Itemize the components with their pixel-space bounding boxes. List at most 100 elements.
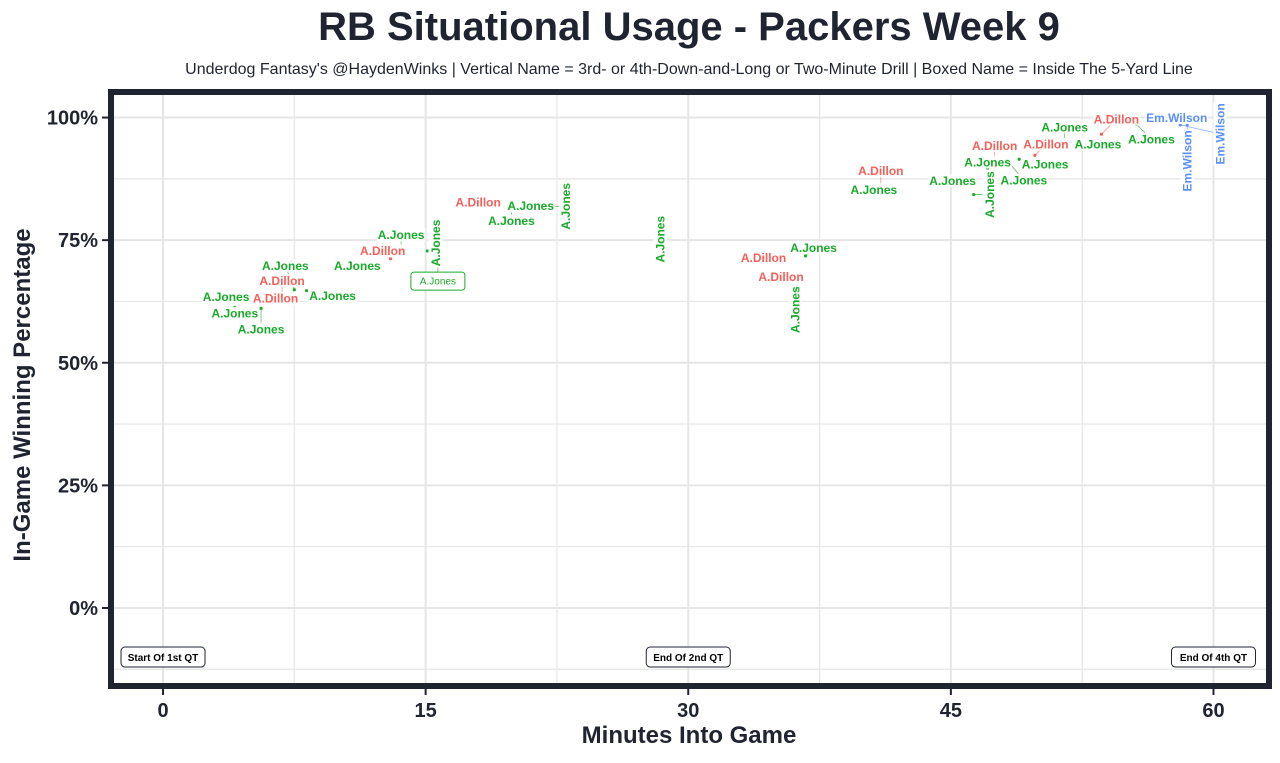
point-label: A.Jones <box>790 241 837 255</box>
point-label: A.Jones <box>1128 133 1175 147</box>
annotation-label: End Of 4th QT <box>1180 653 1247 664</box>
label-backdrop <box>970 139 1019 153</box>
annotation-box <box>1170 646 1256 668</box>
label-backdrop <box>857 164 905 178</box>
point-label: A.Jones <box>964 155 1011 169</box>
point-label: A.Dillon <box>972 139 1017 153</box>
point-label: A.Jones <box>1041 120 1088 134</box>
point-label: A.Jones <box>262 259 309 273</box>
vertical-point-label: Em.Wilson <box>1214 103 1228 164</box>
point-label: A.Jones <box>1075 137 1122 151</box>
label-backdrop <box>928 174 977 188</box>
point-label: A.Jones <box>488 214 535 228</box>
label-backdrop <box>454 195 502 209</box>
vertical-point-label: A.Jones <box>789 286 803 333</box>
grid <box>114 95 1266 683</box>
x-tick-label: 60 <box>1202 700 1224 722</box>
point-label: A.Jones <box>507 199 554 213</box>
label-backdrop <box>506 199 556 213</box>
label-backdrop <box>1180 129 1195 193</box>
annotation-label: End Of 2nd QT <box>653 653 723 664</box>
point-label: A.Dillon <box>253 292 298 306</box>
vertical-point-label: A.Jones <box>654 216 668 263</box>
label-backdrop <box>653 214 668 264</box>
vertical-point-label: A.Jones <box>429 219 443 266</box>
label-backdrop <box>1040 120 1090 134</box>
annotation-box <box>120 646 206 668</box>
boxed-label-box <box>410 271 466 291</box>
vertical-point-label: A.Jones <box>559 183 573 230</box>
label-backdrop <box>236 322 286 336</box>
label-backdrop <box>201 290 251 304</box>
chart-title: RB Situational Usage - Packers Week 9 <box>318 5 1060 49</box>
label-backdrop <box>999 173 1049 187</box>
label-backdrop <box>333 259 382 273</box>
plot-frame <box>108 89 1272 689</box>
point-label: A.Jones <box>929 174 976 188</box>
label-backdrop <box>428 218 443 268</box>
label-backdrop <box>1092 112 1141 126</box>
point-label: A.Dillon <box>741 251 786 265</box>
label-backdrop <box>982 170 997 219</box>
point-label: A.Dillon <box>455 196 500 210</box>
label-backdrop <box>1073 137 1123 151</box>
y-tick-label: 50% <box>58 353 98 375</box>
chart-subtitle: Underdog Fantasy's @HaydenWinks | Vertic… <box>185 61 1193 78</box>
label-backdrop <box>789 241 838 255</box>
point-label: A.Dillon <box>758 270 803 284</box>
label-backdrop <box>251 291 300 305</box>
axes: 0 15 30 45 60 0% 25% 50% 75% 100% <box>47 108 1225 722</box>
point-label: A.Jones <box>238 323 285 337</box>
leader-lines <box>224 115 1221 330</box>
annotation-label: Start Of 1st QT <box>128 653 199 664</box>
label-backdrop <box>849 183 899 197</box>
label-backdrop <box>308 289 357 303</box>
point-label: A.Dillon <box>1023 138 1068 152</box>
label-backdrop <box>1213 102 1228 166</box>
point-label: A.Dillon <box>360 244 405 258</box>
y-axis-label: In-Game Winning Percentage <box>9 228 36 561</box>
label-backdrop <box>788 285 803 335</box>
annotation-box <box>645 646 731 668</box>
y-tick-label: 25% <box>58 475 98 497</box>
vertical-point-label: Em.Wilson <box>1181 130 1195 191</box>
point-label: A.Dillon <box>1094 113 1139 127</box>
label-backdrop <box>558 181 573 231</box>
label-backdrop <box>1022 137 1070 151</box>
data-labels: A.JonesA.JonesA.JonesA.DillonA.DillonA.J… <box>201 102 1228 337</box>
point-label: A.Dillon <box>259 274 304 288</box>
point-label: A.Jones <box>850 183 897 197</box>
label-backdrop <box>210 306 260 320</box>
point-label: A.Jones <box>1022 158 1069 172</box>
label-backdrop <box>757 270 805 284</box>
y-tick-label: 0% <box>69 598 98 620</box>
x-tick-label: 45 <box>940 700 962 722</box>
label-backdrop <box>739 251 788 265</box>
label-backdrop <box>358 244 407 258</box>
label-backdrop <box>376 228 426 242</box>
label-backdrop <box>1020 157 1070 171</box>
vertical-point-label: A.Jones <box>983 171 997 218</box>
point-label: A.Jones <box>334 259 381 273</box>
point-label: A.Jones <box>211 307 258 321</box>
label-backdrop <box>1127 132 1176 146</box>
y-tick-label: 100% <box>47 108 98 130</box>
x-tick-label: 30 <box>677 700 699 722</box>
point-label: A.Dillon <box>858 164 903 178</box>
quarter-annotations: Start Of 1st QT End Of 2nd QT End Of 4th Q… <box>120 646 1256 668</box>
x-axis-label: Minutes Into Game <box>582 722 797 749</box>
x-tick-label: 0 <box>157 700 168 722</box>
label-backdrop <box>260 259 310 273</box>
label-backdrop <box>1145 111 1209 125</box>
label-backdrop <box>487 214 536 228</box>
y-tick-label: 75% <box>58 230 98 252</box>
point-label: A.Jones <box>378 228 425 242</box>
label-backdrop <box>258 274 306 288</box>
label-backdrop <box>963 155 1012 169</box>
point-label: A.Jones <box>203 290 250 304</box>
x-tick-label: 15 <box>415 700 437 722</box>
boxed-point-label: A.Jones <box>420 277 456 288</box>
point-label: A.Jones <box>309 289 356 303</box>
point-label: A.Jones <box>1001 174 1048 188</box>
